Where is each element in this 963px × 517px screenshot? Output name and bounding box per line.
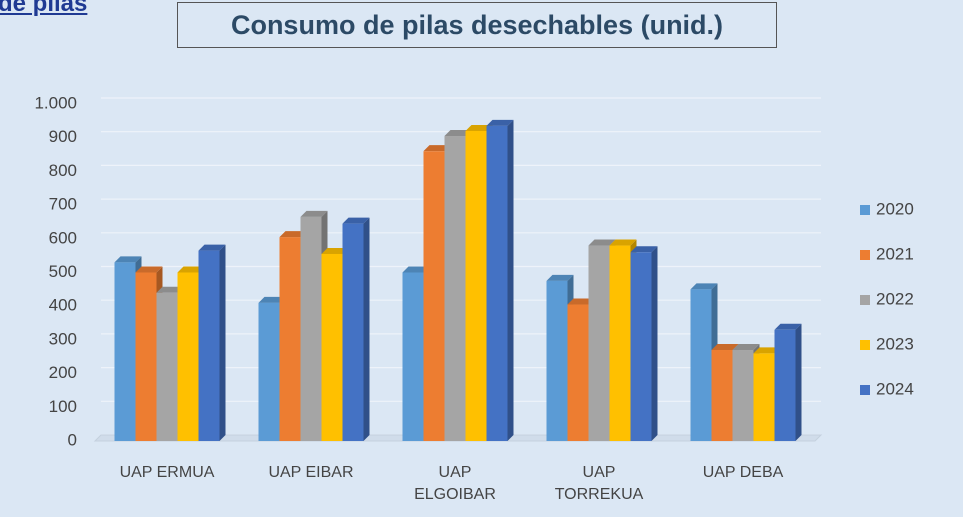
y-tick-label: 500: [49, 262, 77, 281]
y-tick-label: 800: [49, 161, 77, 180]
bar-top: [258, 296, 286, 303]
y-tick-label: 0: [68, 430, 77, 449]
bar-top: [774, 323, 802, 330]
bar: [342, 223, 364, 441]
bar-top: [198, 244, 226, 251]
x-tick-label: UAP ERMUA: [119, 464, 215, 481]
bar: [156, 292, 178, 441]
bar: [588, 245, 610, 441]
legend-label: 2021: [876, 244, 914, 263]
bar-top: [588, 239, 616, 246]
bar-top: [114, 256, 142, 263]
bar: [198, 250, 220, 441]
bar-top: [630, 246, 658, 253]
bar: [114, 262, 136, 441]
bar: [258, 302, 280, 441]
legend-swatch: [860, 295, 870, 305]
bar: [135, 272, 157, 441]
x-tick-label: UAP EIBAR: [268, 464, 354, 481]
y-tick-label: 900: [49, 127, 77, 146]
legend-label: 2022: [876, 289, 914, 308]
y-tick-label: 100: [49, 397, 77, 416]
x-tick-label: UAP ELGOIBAR: [414, 464, 496, 503]
bar: [546, 280, 568, 441]
bar-top: [567, 298, 595, 305]
bar-top: [444, 130, 472, 137]
bar-top: [546, 274, 574, 281]
y-tick-label: 700: [49, 195, 77, 214]
bar-top: [732, 344, 760, 351]
bar: [300, 216, 322, 441]
legend-swatch: [860, 205, 870, 215]
bar-top: [300, 210, 328, 217]
bar-top: [690, 283, 718, 290]
y-tick-label: 400: [49, 296, 77, 315]
y-tick-label: 300: [49, 329, 77, 348]
bar: [690, 289, 712, 441]
bar: [177, 272, 199, 441]
chart-title: Consumo de pilas desechables (unid.): [177, 2, 777, 48]
bar-side: [363, 217, 370, 441]
x-tick-label: UAP TORREKUA: [554, 464, 644, 503]
legend-swatch: [860, 340, 870, 350]
x-tick-label: UAP DEBA: [702, 464, 784, 481]
legend-label: 2023: [876, 334, 914, 353]
bar-top: [279, 231, 307, 238]
y-tick-label: 200: [49, 363, 77, 382]
heading: de pilas: [0, 0, 88, 17]
bar: [774, 329, 796, 441]
bar: [732, 350, 754, 441]
bar-side: [507, 119, 514, 441]
bar: [279, 237, 301, 441]
bar: [630, 252, 652, 441]
bar-top: [486, 119, 514, 126]
y-tick-label: 1.000: [34, 93, 77, 112]
bar: [486, 125, 508, 441]
legend-label: 2020: [876, 199, 914, 218]
bar-top: [423, 145, 451, 152]
bar-side: [795, 323, 802, 441]
bar-top: [177, 266, 205, 273]
legend-swatch: [860, 250, 870, 260]
bar: [753, 353, 775, 441]
bar: [567, 304, 589, 441]
bar-top: [465, 124, 493, 131]
bar: [465, 130, 487, 441]
y-tick-label: 600: [49, 228, 77, 247]
bar: [423, 151, 445, 441]
bar-side: [651, 246, 658, 441]
bar-side: [219, 244, 226, 441]
bar: [711, 350, 733, 441]
bar-top: [135, 266, 163, 273]
bar-top: [402, 266, 430, 273]
legend-swatch: [860, 385, 870, 395]
bar: [321, 253, 343, 441]
bar: [444, 136, 466, 441]
bar-top: [321, 247, 349, 254]
bar-top: [711, 344, 739, 351]
bar: [609, 245, 631, 441]
bar-top: [342, 217, 370, 224]
legend-label: 2024: [876, 379, 914, 398]
bar-top: [156, 286, 184, 293]
bar: [402, 272, 424, 441]
bar-top: [753, 347, 781, 354]
bar-top: [609, 239, 637, 246]
